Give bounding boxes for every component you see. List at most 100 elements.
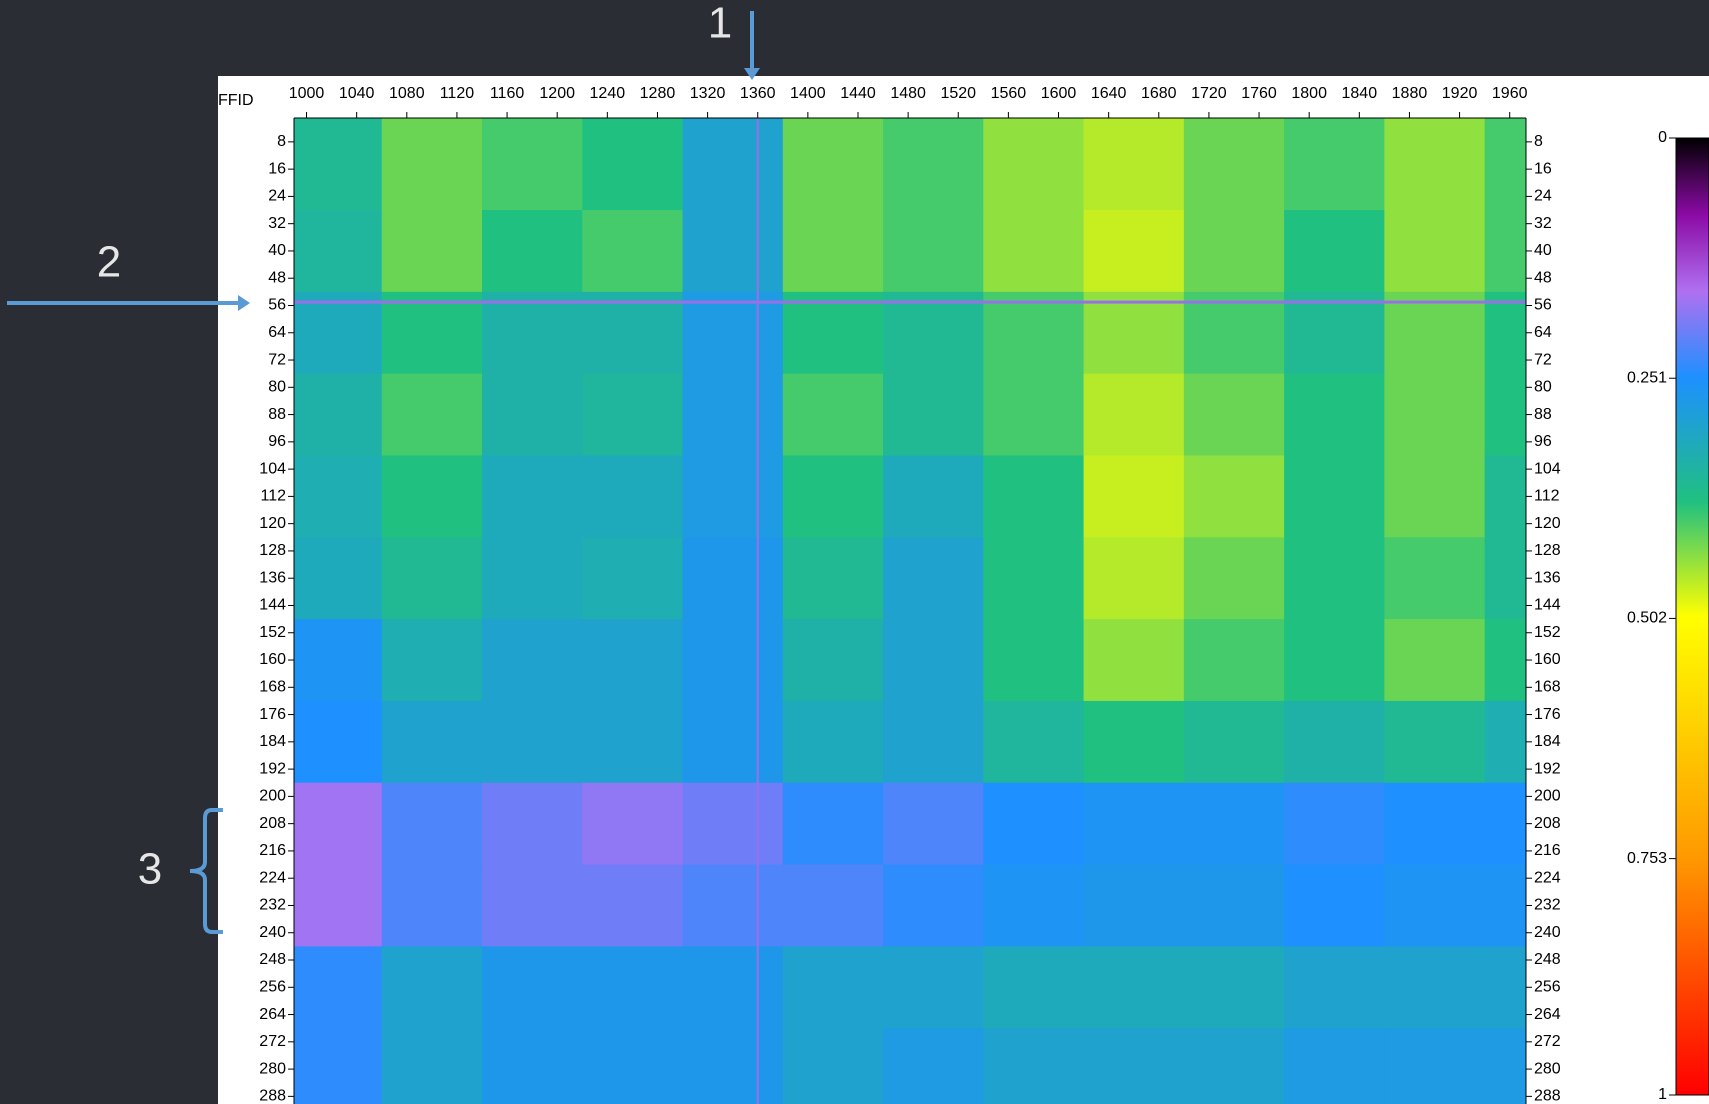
heat-cell (1384, 210, 1485, 292)
heat-cell (294, 865, 382, 947)
x-tick-label: 1680 (1141, 85, 1177, 102)
heat-cell (382, 1028, 483, 1104)
x-tick-label: 1240 (590, 85, 626, 102)
y-tick-label-right: 176 (1534, 706, 1561, 723)
heat-cell (1184, 1028, 1285, 1104)
y-tick-label-right: 192 (1534, 760, 1561, 777)
y-tick-label: 208 (259, 815, 286, 832)
y-tick-label: 280 (259, 1060, 286, 1077)
heat-cell (1384, 374, 1485, 456)
heat-cell (382, 946, 483, 1028)
y-tick-label: 88 (268, 406, 286, 423)
heat-cell (482, 1028, 583, 1104)
heat-cell (482, 292, 583, 374)
heat-cell (1284, 374, 1385, 456)
heat-cell (1384, 783, 1485, 865)
heat-cell (582, 865, 683, 947)
x-tick-label: 1320 (690, 85, 726, 102)
y-tick-label-right: 240 (1534, 924, 1561, 941)
heat-cell (1284, 455, 1385, 537)
y-tick-label-right: 56 (1534, 297, 1552, 314)
heat-cell (1084, 210, 1185, 292)
y-tick-label-right: 184 (1534, 733, 1561, 750)
y-tick-label-right: 248 (1534, 951, 1561, 968)
heatmap (294, 118, 1527, 1104)
y-tick-label: 136 (259, 569, 286, 586)
heat-cell (1184, 455, 1285, 537)
heat-cell (294, 118, 382, 211)
heat-cell (482, 619, 583, 701)
heat-cell (883, 1028, 984, 1104)
screen: FFID 10001040108011201160120012401280132… (0, 0, 1709, 1104)
y-tick-label: 64 (268, 324, 286, 341)
heat-cell (1084, 865, 1185, 947)
heat-cell (683, 783, 784, 865)
heat-cell (1485, 118, 1527, 211)
y-tick-label: 248 (259, 951, 286, 968)
y-tick-label: 104 (259, 460, 286, 477)
heat-cell (1084, 118, 1185, 211)
annotation: 3 (138, 845, 162, 894)
heat-cell (1384, 865, 1485, 947)
y-tick-label: 48 (268, 269, 286, 286)
colorbar-tick-label: 0.753 (1627, 850, 1667, 867)
heat-cell (1284, 946, 1385, 1028)
y-tick-label-right: 8 (1534, 133, 1543, 150)
y-tick-label: 152 (259, 624, 286, 641)
y-tick-label-right: 16 (1534, 160, 1552, 177)
heat-cell (1485, 210, 1527, 292)
heat-cell (683, 455, 784, 537)
heat-cell (783, 210, 884, 292)
heat-cell (983, 118, 1084, 211)
heat-cell (883, 210, 984, 292)
y-tick-label-right: 80 (1534, 379, 1552, 396)
y-tick-label: 216 (259, 842, 286, 859)
heat-cell (883, 374, 984, 456)
heat-cell (983, 374, 1084, 456)
y-tick-label: 288 (259, 1088, 286, 1104)
heat-cell (1384, 701, 1485, 783)
x-tick-label: 1960 (1492, 85, 1528, 102)
heat-cell (1284, 783, 1385, 865)
heat-cell (1184, 210, 1285, 292)
y-tick-label-right: 224 (1534, 869, 1561, 886)
heat-cell (1184, 292, 1285, 374)
heat-cell (683, 292, 784, 374)
heat-cell (294, 701, 382, 783)
heat-cell (1184, 374, 1285, 456)
heat-cell (482, 118, 583, 211)
x-tick-label: 1160 (490, 85, 525, 102)
y-tick-label-right: 144 (1534, 597, 1561, 614)
heat-cell (683, 946, 784, 1028)
y-tick-label: 200 (259, 788, 286, 805)
heat-cell (294, 374, 382, 456)
heat-cell (683, 118, 784, 211)
heat-cell (783, 292, 884, 374)
y-tick-label: 32 (268, 215, 286, 232)
heat-cell (983, 1028, 1084, 1104)
y-tick-label-right: 232 (1534, 897, 1561, 914)
heat-cell (1384, 118, 1485, 211)
heat-cell (783, 619, 884, 701)
heat-cell (1384, 1028, 1485, 1104)
y-tick-label-right: 272 (1534, 1033, 1561, 1050)
heat-cell (294, 455, 382, 537)
annotation: 2 (97, 238, 121, 287)
y-tick-label: 160 (259, 651, 286, 668)
x-tick-label: 1440 (840, 85, 876, 102)
x-tick-label: 1200 (539, 85, 575, 102)
heat-cell (683, 374, 784, 456)
heat-cell (1485, 374, 1527, 456)
heat-cell (382, 292, 483, 374)
heat-cell (883, 865, 984, 947)
heat-cell (1384, 455, 1485, 537)
heat-cell (382, 118, 483, 211)
heat-cell (683, 701, 784, 783)
heat-cell (582, 292, 683, 374)
y-tick-label: 240 (259, 924, 286, 941)
heat-cell (1384, 946, 1485, 1028)
heat-cell (1384, 537, 1485, 619)
heat-cell (382, 701, 483, 783)
heat-cell (983, 537, 1084, 619)
colorbar (1676, 138, 1709, 1095)
